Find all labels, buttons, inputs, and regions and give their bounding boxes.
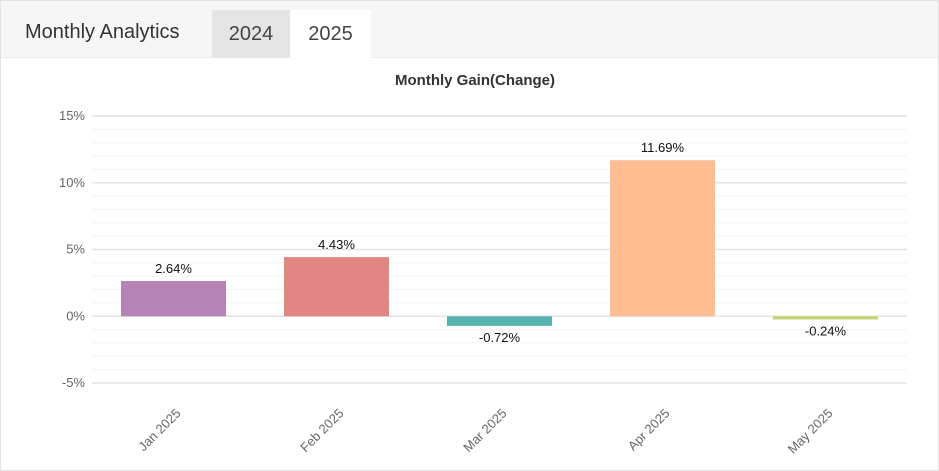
tab-2025[interactable]: 2025 [290,10,371,58]
data-label: -0.24% [805,323,847,338]
x-tick-label: May 2025 [785,406,836,457]
bar-feb-2025 [284,257,389,317]
widget-title: Monthly Analytics [25,21,180,43]
tab-bar: Monthly Analytics 2024 2025 [1,1,938,58]
data-label: -0.72% [479,330,521,345]
y-axis: 15% 10% 5% 0% -5% [59,108,85,390]
monthly-gain-chart: Monthly Gain(Change) 15% 10% 5% 0% -5% 2.64%… [59,72,907,457]
x-tick-label: Mar 2025 [460,406,509,455]
data-label: 11.69% [641,140,685,155]
y-tick-label: -5% [62,375,86,390]
x-tick-label: Feb 2025 [297,406,346,455]
chart-grid [92,115,907,384]
x-tick-label: Jan 2025 [135,406,183,454]
bar-may-2025 [773,316,878,320]
bars [121,160,878,326]
tab-2024[interactable]: 2024 [212,10,290,58]
data-label: 4.43% [318,237,355,252]
x-tick-label: Apr 2025 [625,406,673,454]
data-labels: 2.64% 4.43% -0.72% 11.69% -0.24% [155,140,846,345]
y-tick-label: 10% [59,175,85,190]
bar-apr-2025 [610,160,715,317]
y-tick-label: 15% [59,108,85,123]
y-tick-label: 0% [66,308,85,323]
bar-jan-2025 [121,281,226,317]
chart-title: Monthly Gain(Change) [395,72,555,89]
bar-mar-2025 [447,316,552,326]
x-axis: Jan 2025 Feb 2025 Mar 2025 Apr 2025 May 2025 [135,406,835,457]
y-tick-label: 5% [66,242,85,257]
data-label: 2.64% [155,261,192,276]
